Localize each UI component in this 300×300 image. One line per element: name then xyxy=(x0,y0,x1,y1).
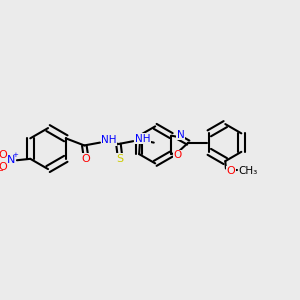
Text: −: − xyxy=(0,167,3,176)
Text: N: N xyxy=(7,155,15,165)
Text: N: N xyxy=(177,130,184,140)
Text: +: + xyxy=(12,152,18,158)
Text: O: O xyxy=(81,154,90,164)
Text: O: O xyxy=(226,166,236,176)
Text: NH: NH xyxy=(101,135,117,145)
Text: CH₃: CH₃ xyxy=(238,166,258,176)
Text: NH: NH xyxy=(135,134,150,144)
Text: O: O xyxy=(174,150,182,160)
Text: S: S xyxy=(116,154,124,164)
Text: O: O xyxy=(0,162,8,172)
Text: O: O xyxy=(0,150,8,161)
